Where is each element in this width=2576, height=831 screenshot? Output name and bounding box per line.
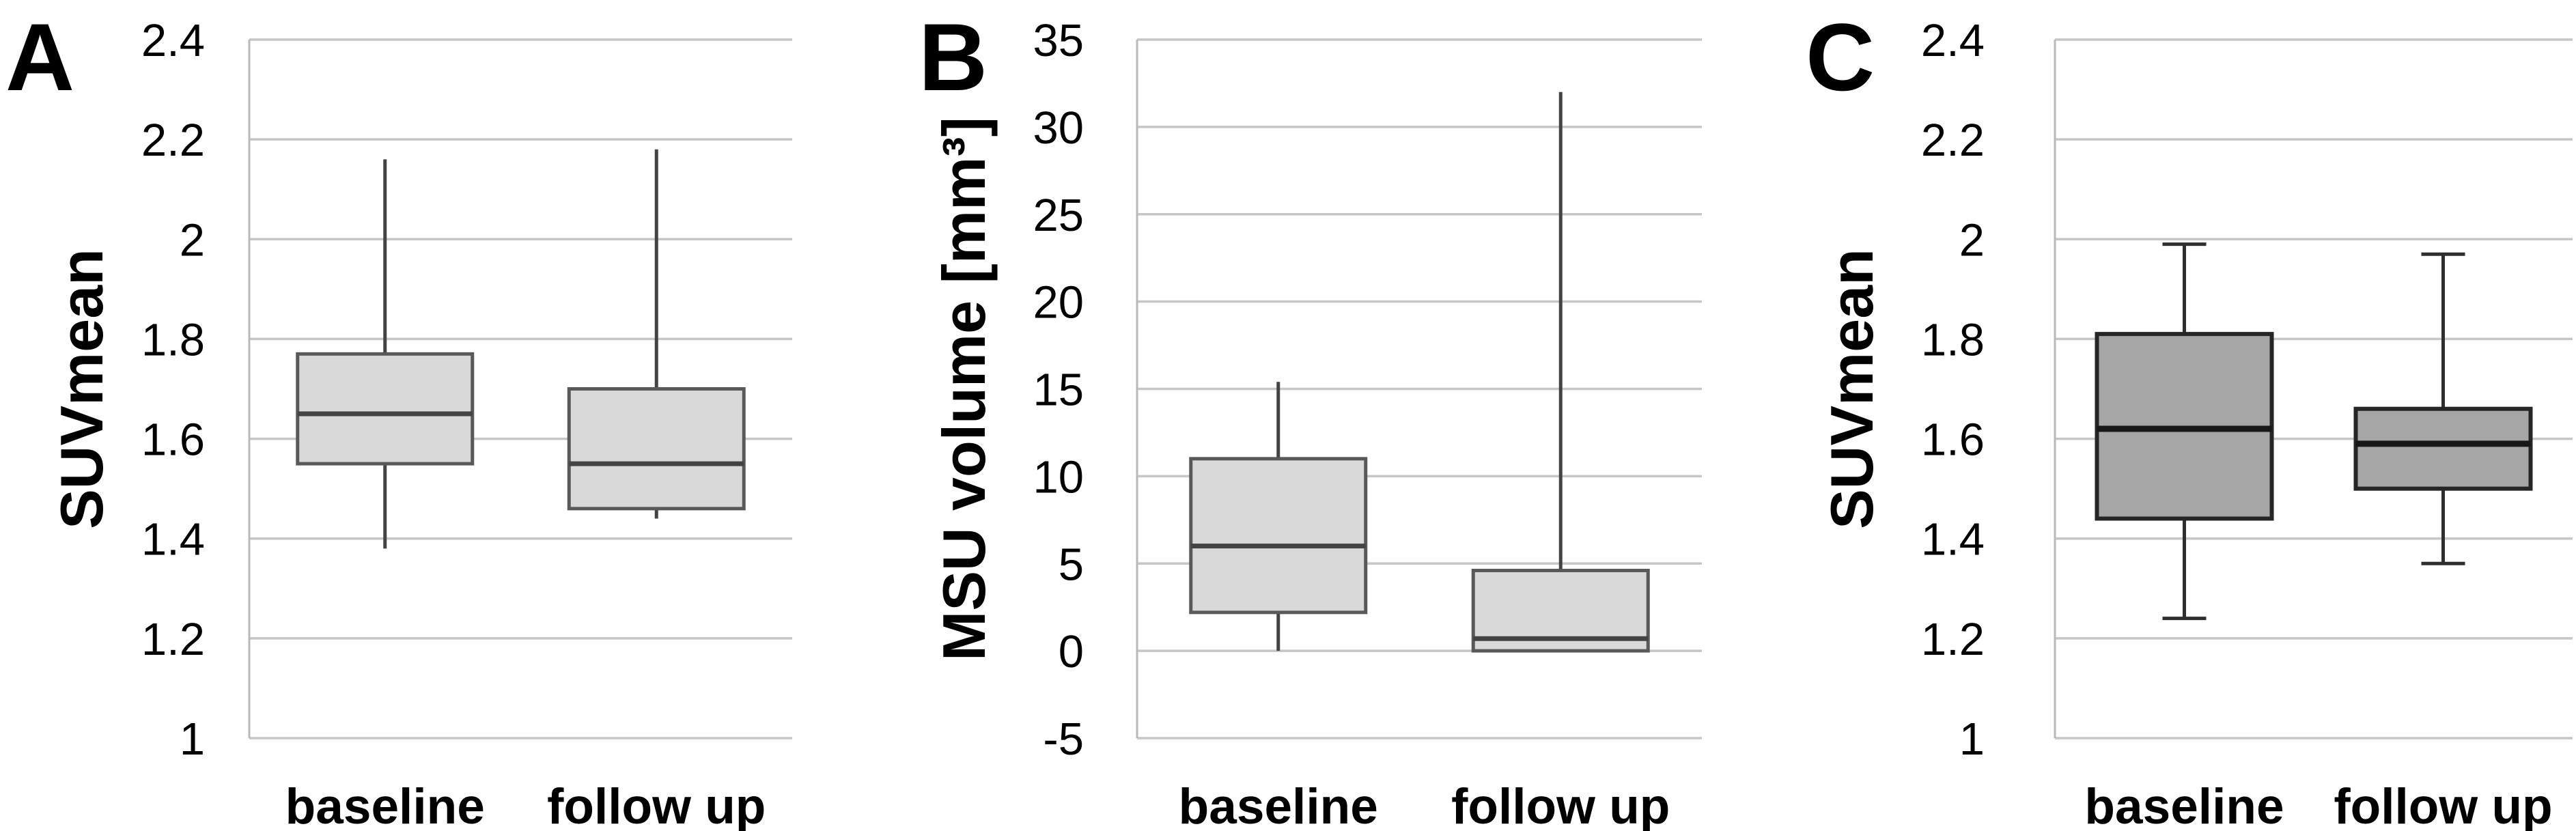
y-tick-label: 1.6: [1921, 414, 1985, 466]
y-tick-label: 1: [1959, 714, 1985, 765]
box: [567, 387, 746, 511]
y-axis-title: MSU volume [mm³]: [930, 117, 998, 661]
x-category-label: follow up: [547, 779, 766, 831]
box: [1189, 457, 1368, 615]
box: [2353, 406, 2533, 491]
y-axis-title: SUVmean: [1818, 249, 1886, 529]
y-tick-label: 1.8: [141, 314, 205, 365]
x-category-label: follow up: [2334, 779, 2552, 831]
panel-C: 1 1.2 1.4 1.6 1.8 2 2.2 2.4 baseline follow up C SU…: [1717, 0, 2576, 831]
panel-B: -5 0 5 10 15 20 25 30 35 baseline follow up B MSU vo…: [858, 0, 1717, 831]
y-tick-label: 2: [1959, 214, 1985, 266]
y-tick-label: 0: [1059, 626, 1084, 677]
x-category-label: baseline: [2084, 779, 2284, 831]
panel-A-chart: 1 1.2 1.4 1.6 1.8 2 2.2 2.4 baseline follow up A SU…: [5, 3, 792, 831]
y-tick-label: 25: [1033, 190, 1084, 241]
x-category-label: baseline: [1179, 779, 1378, 831]
y-tick-label: 2.2: [1921, 115, 1985, 166]
y-tick-label: 30: [1033, 102, 1084, 154]
y-tick-label: -5: [1043, 714, 1084, 765]
y-tick-label: 5: [1059, 539, 1084, 590]
panel-letter: C: [1806, 3, 1875, 111]
y-tick-label: 1.4: [141, 514, 205, 565]
y-tick-label: 1.6: [141, 414, 205, 466]
y-tick-label: 1.8: [1921, 314, 1985, 365]
x-category-label: baseline: [285, 779, 485, 831]
box: [296, 352, 475, 466]
y-tick-label: 15: [1033, 365, 1084, 416]
y-tick-label: 10: [1033, 451, 1084, 503]
y-tick-label: 2.2: [141, 115, 205, 166]
y-tick-label: 1.2: [1921, 614, 1985, 665]
y-tick-label: 1.4: [1921, 514, 1985, 565]
y-tick-label: 35: [1033, 15, 1084, 66]
y-tick-label: 1: [180, 714, 205, 765]
x-category-label: follow up: [1451, 779, 1670, 831]
y-tick-label: 2: [180, 214, 205, 266]
y-axis-title: SUVmean: [48, 249, 115, 529]
y-tick-label: 1.2: [141, 614, 205, 665]
panel-letter: A: [5, 3, 74, 111]
y-tick-label: 20: [1033, 277, 1084, 328]
panel-C-chart: 1 1.2 1.4 1.6 1.8 2 2.2 2.4 baseline follow up C SU…: [1806, 3, 2573, 831]
y-tick-label: 2.4: [1921, 15, 1985, 66]
panel-A: 1 1.2 1.4 1.6 1.8 2 2.2 2.4 baseline follow up A SU…: [0, 0, 858, 831]
y-tick-label: 2.4: [141, 15, 205, 66]
panel-letter: B: [919, 3, 988, 111]
